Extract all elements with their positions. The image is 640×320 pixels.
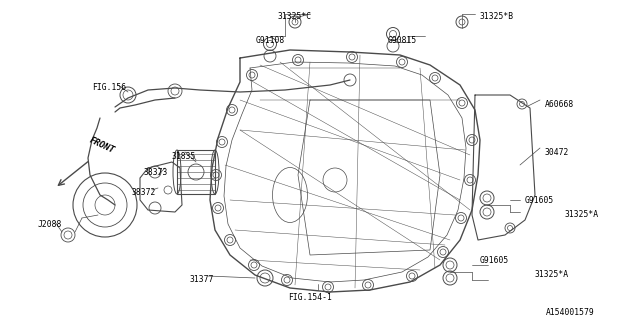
Bar [177, 150, 215, 194]
Text: 31325*A: 31325*A [535, 270, 569, 279]
Text: 31325*A: 31325*A [565, 210, 599, 219]
Text: J2088: J2088 [38, 220, 62, 229]
Text: FRONT: FRONT [88, 135, 116, 155]
Text: A60668: A60668 [545, 100, 574, 109]
Text: 31377: 31377 [190, 275, 214, 284]
Text: A154001579: A154001579 [547, 308, 595, 317]
Text: FIG.156: FIG.156 [92, 83, 126, 92]
Text: 31325*C: 31325*C [278, 12, 312, 21]
Text: G91605: G91605 [480, 256, 509, 265]
Text: G91108: G91108 [256, 36, 285, 45]
Text: G90815: G90815 [388, 36, 417, 45]
Text: G91605: G91605 [525, 196, 554, 205]
Text: 31835: 31835 [172, 152, 196, 161]
Text: FIG.154-1: FIG.154-1 [288, 293, 332, 302]
Text: 38372: 38372 [132, 188, 156, 197]
Text: 38373: 38373 [144, 168, 168, 177]
Text: 31325*B: 31325*B [480, 12, 514, 21]
Text: 30472: 30472 [545, 148, 570, 157]
